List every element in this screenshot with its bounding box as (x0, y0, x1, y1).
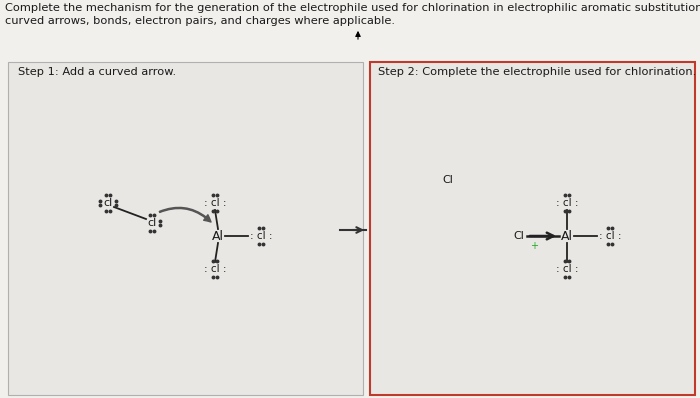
FancyArrowPatch shape (160, 207, 211, 222)
Text: Cl: Cl (514, 231, 524, 241)
Text: Step 1: Add a curved arrow.: Step 1: Add a curved arrow. (18, 67, 176, 77)
Text: Al: Al (212, 230, 224, 242)
Text: Complete the mechanism for the generation of the electrophile used for chlorinat: Complete the mechanism for the generatio… (5, 3, 700, 13)
Text: curved arrows, bonds, electron pairs, and charges where applicable.: curved arrows, bonds, electron pairs, an… (5, 16, 395, 26)
Text: cl: cl (148, 218, 157, 228)
Text: +: + (530, 241, 538, 251)
Text: Step 2: Complete the electrophile used for chlorination.: Step 2: Complete the electrophile used f… (378, 67, 696, 77)
Text: : cl :: : cl : (556, 198, 578, 208)
Bar (370, 62, 695, 395)
Text: : cl :: : cl : (204, 198, 226, 208)
Text: Al: Al (561, 230, 573, 242)
Text: : cl :: : cl : (204, 264, 226, 274)
Text: : cl :: : cl : (598, 231, 622, 241)
Text: Cl: Cl (442, 175, 454, 185)
Text: : cl :: : cl : (556, 264, 578, 274)
Text: : cl :: : cl : (250, 231, 272, 241)
Text: cl: cl (104, 198, 113, 208)
Bar (8, 62, 363, 395)
